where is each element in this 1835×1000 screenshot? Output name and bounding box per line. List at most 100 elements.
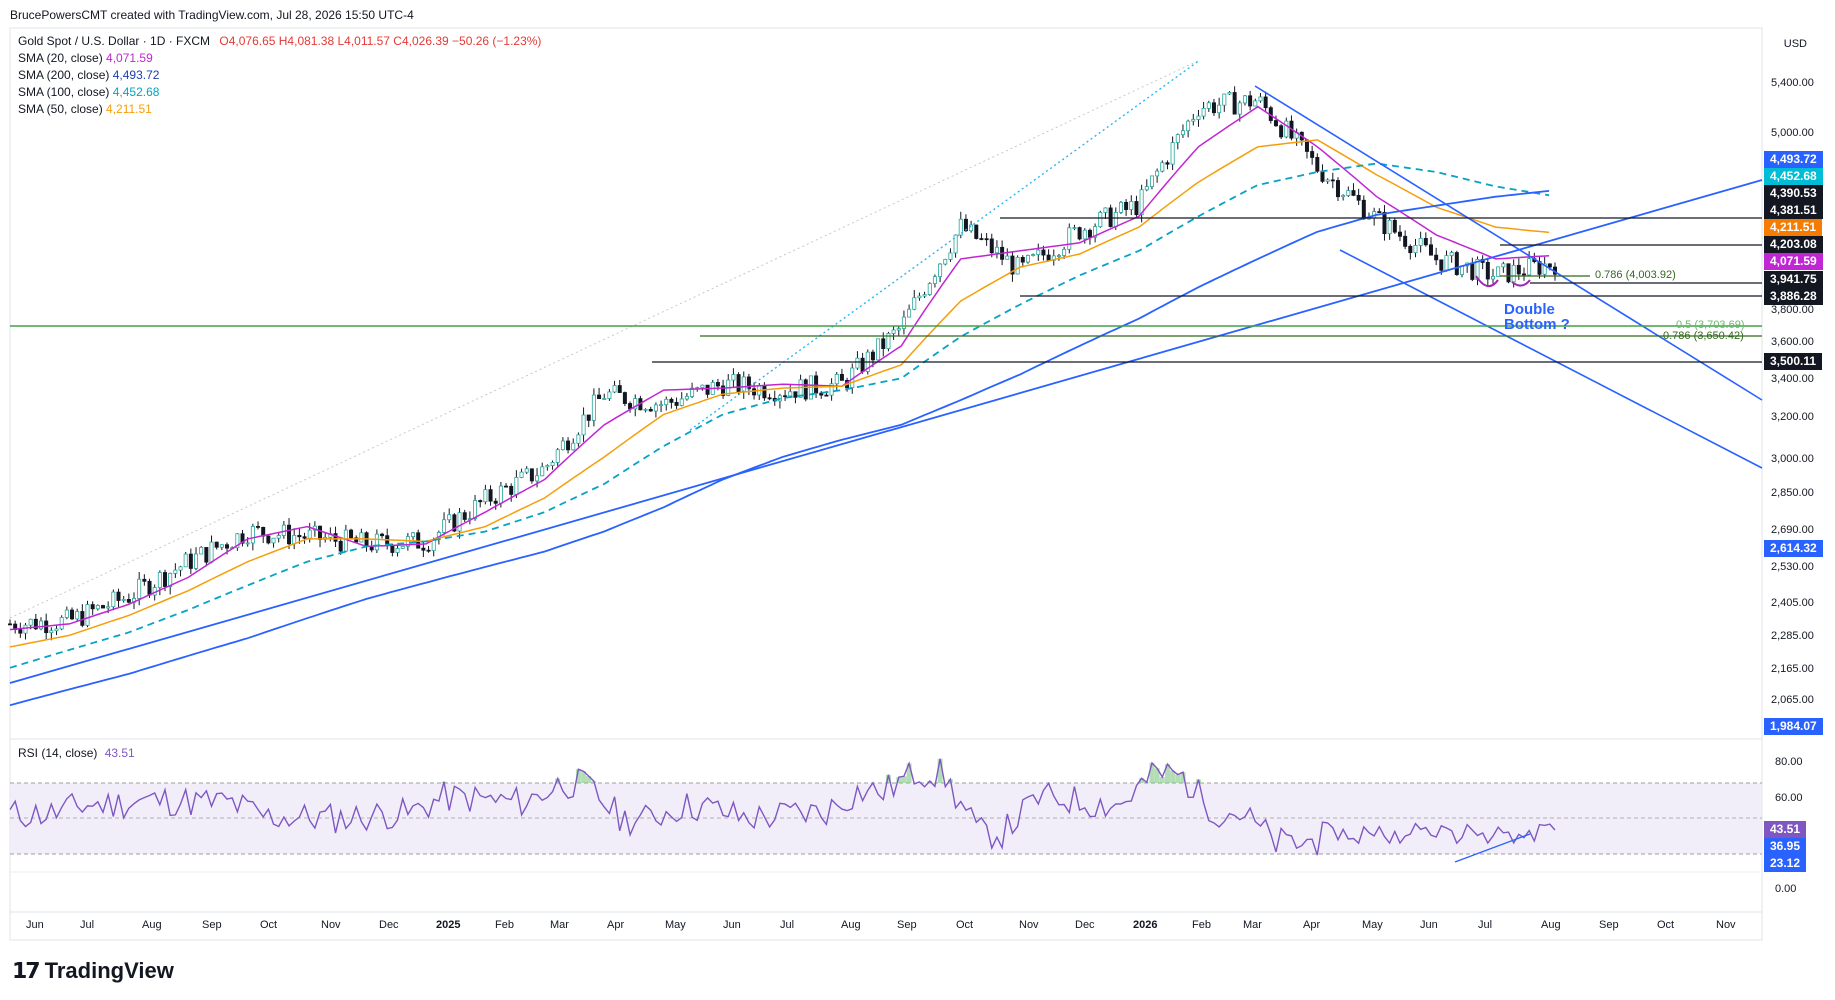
candle-body: [994, 246, 999, 254]
candle-body: [209, 541, 214, 563]
rsi-value: 43.51: [104, 746, 135, 760]
publisher-credit: BrucePowersCMT created with TradingView.…: [10, 8, 414, 22]
price-tick: 3,000.00: [1771, 453, 1814, 465]
candle-body: [1413, 245, 1418, 254]
candle-body: [669, 398, 674, 403]
time-tick: Jul: [80, 919, 95, 931]
candle-body: [498, 485, 503, 504]
price-label: 4,203.08: [1764, 236, 1823, 253]
indicator-value: 4,211.51: [102, 102, 152, 116]
symbol-row: Gold Spot / U.S. Dollar · 1D · FXCM O4,0…: [18, 34, 541, 48]
candle-body: [597, 394, 602, 400]
candle-body: [473, 500, 478, 520]
candle-body: [137, 578, 142, 599]
candle-body: [969, 224, 974, 232]
candle-body: [607, 391, 612, 399]
rsi-legend: RSI (14, close) 43.51: [18, 746, 135, 760]
candle-body: [1377, 211, 1382, 214]
rsi-title: RSI (14, close): [18, 746, 98, 760]
candle-body: [1330, 179, 1335, 182]
candle-body: [39, 620, 44, 630]
candle-body: [18, 629, 23, 634]
candle-body: [80, 611, 85, 626]
candle-body: [746, 376, 751, 390]
indicator-value: 4,071.59: [102, 51, 153, 65]
candle-body: [1341, 195, 1346, 198]
price-tick: 2,850.00: [1771, 487, 1814, 499]
candle-body: [938, 263, 943, 278]
indicator-0: SMA (20, close) 4,071.59: [18, 51, 153, 65]
rsi-label: 36.95: [1764, 838, 1807, 855]
candle-body: [183, 553, 188, 568]
candle-body: [1129, 201, 1134, 210]
time-tick: Nov: [321, 919, 341, 931]
candle-body: [855, 357, 860, 369]
candle-body: [380, 533, 385, 537]
double-bottom-line1: Double: [1504, 301, 1555, 318]
candle-body: [23, 624, 28, 634]
candle-body: [1067, 227, 1072, 250]
candle-body: [1077, 227, 1082, 240]
price-label: 4,452.68: [1764, 168, 1823, 185]
candle-body: [1020, 257, 1025, 263]
price-label: 4,071.59: [1764, 253, 1823, 270]
time-tick: Jun: [723, 919, 741, 931]
candle-body: [302, 536, 307, 539]
candle-body: [462, 512, 467, 520]
indicator-name: SMA (50, close): [18, 102, 103, 116]
candle-body: [1470, 262, 1475, 280]
candle-body: [1506, 263, 1511, 283]
candle-body: [721, 385, 726, 396]
candle-body: [783, 395, 788, 398]
candle-body: [421, 547, 426, 551]
candle-body: [571, 442, 576, 451]
candle-body: [1449, 252, 1454, 256]
time-tick: Nov: [1716, 919, 1736, 931]
candle-body: [411, 532, 416, 538]
ohlc-values: O4,076.65 H4,081.38 L4,011.57 C4,026.39 …: [219, 34, 542, 48]
candle-body: [1211, 102, 1216, 114]
time-tick: Mar: [1243, 919, 1262, 931]
candle-body: [514, 477, 519, 495]
rsi-trendline: [1454, 833, 1531, 863]
candle-body: [266, 535, 271, 544]
indicator-3: SMA (50, close) 4,211.51: [18, 102, 152, 116]
candle-body: [447, 514, 452, 521]
candle-body: [1113, 212, 1118, 227]
candle-body: [1108, 207, 1113, 227]
candle-body: [524, 468, 529, 473]
candle-body: [1087, 229, 1092, 238]
candle-body: [1527, 258, 1532, 276]
candle-body: [1103, 207, 1108, 213]
candle-body: [886, 333, 891, 349]
candle-body: [1387, 219, 1392, 235]
candle-body: [1351, 190, 1356, 196]
candle-body: [1434, 254, 1439, 261]
candle-body: [617, 385, 622, 393]
candle-body: [1118, 201, 1123, 213]
candle-body: [214, 541, 219, 548]
time-tick: Oct: [260, 919, 278, 931]
candle-body: [752, 388, 757, 396]
time-tick: 2026: [1133, 919, 1158, 931]
candle-body: [452, 514, 457, 532]
candle-body: [943, 258, 948, 265]
candlestick-series: [7, 86, 1558, 641]
candle-body: [28, 618, 33, 626]
candle-body: [142, 578, 147, 582]
price-tick: 2,690.00: [1771, 524, 1814, 536]
indicator-name: SMA (100, close): [18, 85, 110, 99]
candle-body: [1160, 162, 1165, 172]
candle-body: [106, 606, 111, 609]
candle-body: [178, 566, 183, 571]
candle-body: [715, 382, 720, 387]
candle-body: [95, 605, 100, 610]
candle-body: [643, 408, 648, 411]
time-tick: Jul: [1478, 919, 1493, 931]
candle-body: [1521, 273, 1526, 276]
candle-body: [1139, 189, 1144, 216]
tradingview-brand[interactable]: 𝟭𝟳 TradingView: [12, 958, 174, 984]
indicator-name: SMA (20, close): [18, 51, 103, 65]
symbol-title: Gold Spot / U.S. Dollar · 1D · FXCM: [18, 34, 211, 48]
